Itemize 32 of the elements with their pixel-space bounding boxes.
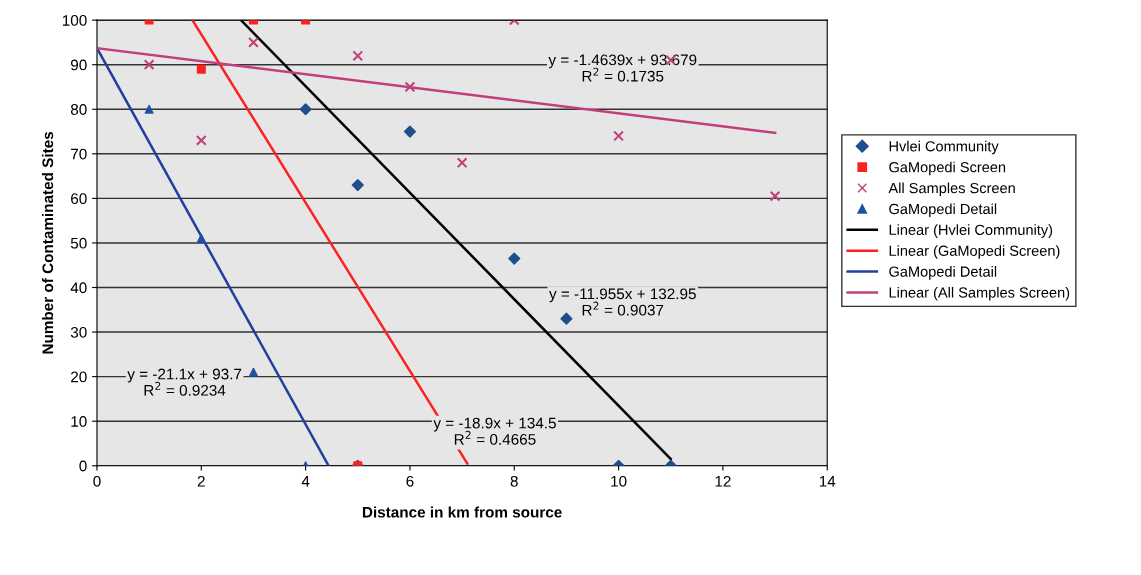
y-tick-label: 10 (71, 416, 87, 427)
x-tick-label: 6 (406, 475, 414, 487)
y-tick-label: 80 (70, 104, 87, 115)
x-tick-label: 2 (197, 475, 205, 487)
legend-label: Hvlei Community (889, 140, 999, 155)
y-tick-label: 20 (71, 371, 87, 383)
legend-label: GaMopedi Screen (889, 161, 1006, 176)
x-tick-label: 12 (715, 475, 731, 487)
legend-label: GaMopedi Detail (889, 203, 997, 218)
x-tick-label: 0 (93, 475, 101, 487)
y-tick-label: 30 (70, 326, 87, 338)
y-tick-label: 100 (62, 14, 87, 26)
x-tick-label: 4 (301, 476, 310, 487)
legend-label: GaMopedi Detail (889, 266, 997, 280)
y-tick-label: 90 (70, 59, 87, 71)
y-tick-label: 60 (71, 193, 87, 205)
x-tick-label: 14 (819, 476, 836, 487)
legend-label: Linear (All Samples Screen) (889, 286, 1070, 301)
y-tick-label: 40 (70, 282, 87, 294)
legend-label: All Samples Screen (888, 182, 1015, 197)
annotation: y = -11.955x + 132.95 R$^{2}$ = 0.9037 (549, 288, 696, 316)
x-tick-label: 10 (611, 475, 627, 487)
x-tick-label: 8 (510, 475, 518, 487)
y-tick-label: 0 (79, 460, 87, 472)
y-tick-label: 70 (71, 148, 87, 160)
y-axis-title: Number of Contaminated Sites (41, 131, 54, 354)
legend-label: Linear (Hvlei Community) (889, 224, 1053, 238)
x-axis-title: Distance in km from source (362, 506, 562, 518)
annotation: y = -21.1x + 93.7 R$^{2}$ = 0.9234 (127, 368, 242, 396)
annotation: y = -18.9x + 134.5 R$^{2}$ = 0.4665 (433, 417, 556, 445)
legend-label: Linear (GaMopedi Screen) (889, 245, 1060, 259)
y-tick-label: 50 (70, 237, 87, 249)
